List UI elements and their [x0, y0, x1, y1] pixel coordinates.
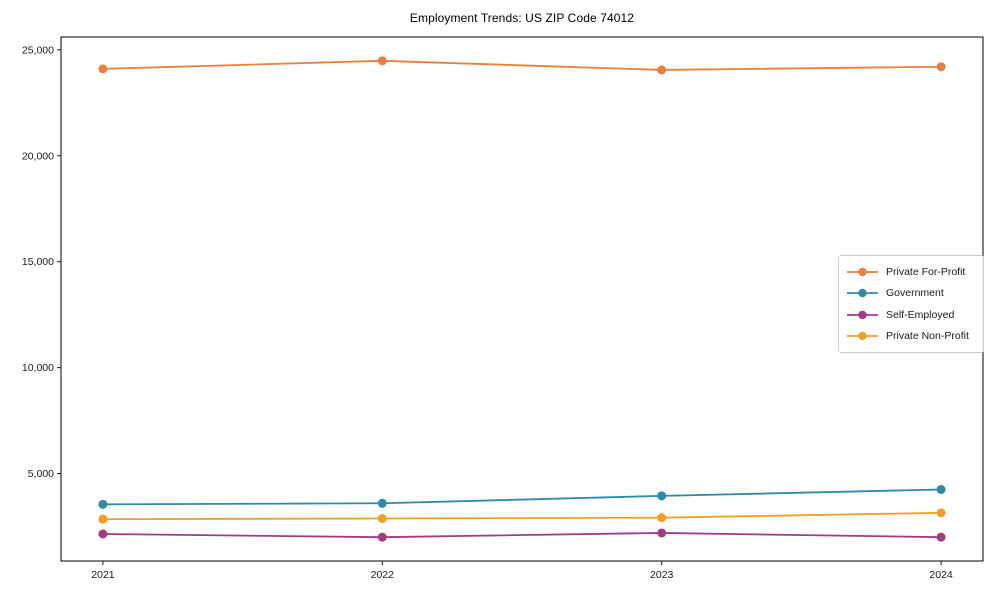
x-tick-label: 2024	[929, 569, 953, 581]
y-axis: 5,000 10,000 15,000 20,000 25,000	[22, 44, 61, 480]
legend-item: Government	[846, 283, 976, 305]
legend-item-label: Private For-Profit	[886, 265, 966, 278]
data-point-private-for-profit-2021	[98, 64, 108, 74]
series-government	[98, 485, 946, 509]
y-tick-label: 5,000	[28, 468, 54, 480]
series-line-private-non-profit	[102, 511, 942, 521]
data-point-private-for-profit-2023	[657, 65, 667, 75]
series-line-government	[102, 488, 942, 506]
legend-marker-icon	[847, 332, 878, 341]
chart-title: Employment Trends: US ZIP Code 74012	[409, 11, 635, 25]
data-point-private-for-profit-2022	[377, 56, 387, 66]
legend-item-label: Self-Employed	[886, 308, 955, 321]
x-tick-label: 2021	[91, 569, 115, 581]
data-point-private-for-profit-2024	[936, 62, 946, 72]
y-tick-label: 15,000	[22, 256, 54, 268]
legend-marker-icon	[847, 289, 878, 298]
data-point-self-employed-2023	[657, 528, 667, 538]
legend: Private For-Profit Government Self-Employe…	[838, 255, 984, 353]
data-point-self-employed-2021	[98, 529, 108, 539]
series-self-employed	[98, 528, 946, 542]
y-tick-label: 20,000	[22, 150, 54, 162]
data-point-private-non-profit-2022	[377, 514, 387, 524]
data-point-self-employed-2022	[377, 532, 387, 542]
data-point-government-2022	[377, 498, 387, 508]
legend-item: Private Non-Profit	[846, 326, 976, 348]
series-private-non-profit	[98, 508, 946, 524]
x-tick-label: 2022	[371, 569, 395, 581]
data-point-private-non-profit-2023	[657, 513, 667, 523]
data-point-government-2021	[98, 499, 108, 509]
legend-item-label: Government	[886, 287, 944, 300]
legend-item-label: Private Non-Profit	[886, 330, 969, 343]
x-axis: 2021 2022 2023 2024	[91, 561, 953, 581]
x-tick-label: 2023	[650, 569, 674, 581]
data-point-government-2023	[657, 491, 667, 501]
legend-marker-icon	[847, 310, 878, 319]
y-tick-label: 10,000	[22, 362, 54, 374]
data-point-government-2024	[936, 485, 946, 495]
data-point-private-non-profit-2021	[98, 514, 108, 524]
y-tick-label: 25,000	[22, 44, 54, 56]
legend-marker-icon	[847, 267, 878, 276]
legend-item: Private For-Profit	[846, 261, 976, 283]
series-private-for-profit	[98, 56, 946, 75]
data-point-self-employed-2024	[936, 532, 946, 542]
series-line-private-for-profit	[102, 59, 942, 71]
data-point-private-non-profit-2024	[936, 508, 946, 518]
series-line-self-employed	[102, 532, 942, 539]
legend-item: Self-Employed	[846, 304, 976, 326]
